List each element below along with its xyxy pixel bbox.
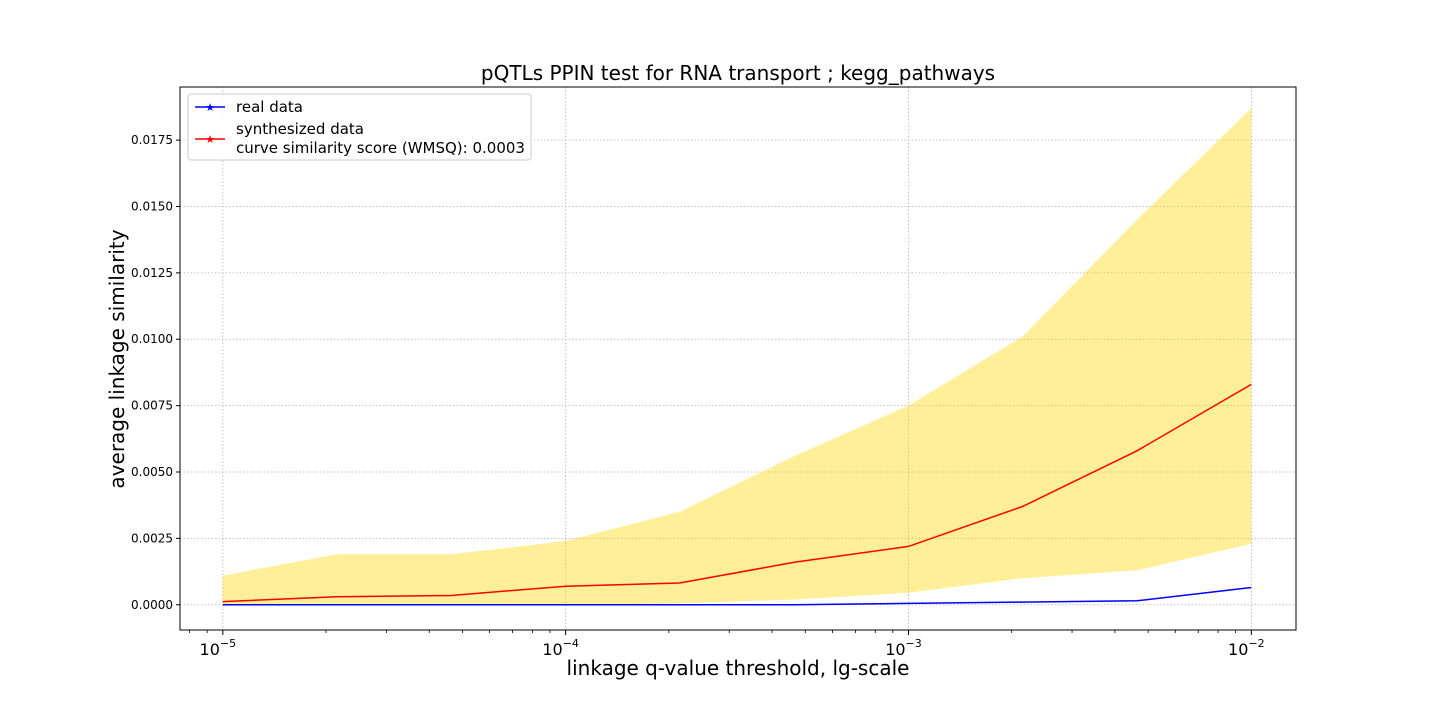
legend-synth-score: curve similarity score (WMSQ): 0.0003 xyxy=(236,139,525,157)
y-axis: 0.0000 0.0025 0.0050 0.0075 0.0100 0.0125 0.01… xyxy=(131,133,180,612)
x-tick-label: 10−5 xyxy=(200,637,237,659)
chart-title: pQTLs PPIN test for RNA transport ; kegg… xyxy=(481,61,995,85)
y-tick-label: 0.0050 xyxy=(131,465,173,479)
series-lines-layer xyxy=(222,383,1252,606)
series-line-real xyxy=(222,586,1252,606)
confidence-band-layer xyxy=(222,108,1252,605)
y-axis-label: average linkage similarity xyxy=(105,229,129,488)
x-axis: 10−5 10−4 10−3 10−2 xyxy=(189,630,1265,659)
plot-frame xyxy=(179,86,1297,631)
y-tick-label: 0.0175 xyxy=(131,133,173,147)
legend-real-marker: ★ xyxy=(205,101,215,114)
x-tick-label: 10−2 xyxy=(1228,637,1265,659)
x-tick-label: 10−3 xyxy=(885,637,922,659)
legend: ★ real data ★ synthesized data curve sim… xyxy=(187,93,532,161)
y-tick-label: 0.0000 xyxy=(131,598,173,612)
y-tick-label: 0.0125 xyxy=(131,266,173,280)
series-line-synthesized xyxy=(222,383,1252,603)
y-tick-label: 0.0025 xyxy=(131,531,173,545)
legend-real-label: real data xyxy=(236,98,303,116)
confidence-band xyxy=(222,108,1252,605)
y-tick-label: 0.0150 xyxy=(131,199,173,213)
legend-synth-label: synthesized data xyxy=(236,120,364,138)
y-tick-label: 0.0075 xyxy=(131,399,173,413)
x-tick-label: 10−4 xyxy=(542,637,579,659)
legend-box xyxy=(187,93,532,161)
y-tick-label: 0.0100 xyxy=(131,332,173,346)
x-axis-label: linkage q-value threshold, lg-scale xyxy=(567,656,910,680)
legend-synth-marker: ★ xyxy=(205,133,215,146)
